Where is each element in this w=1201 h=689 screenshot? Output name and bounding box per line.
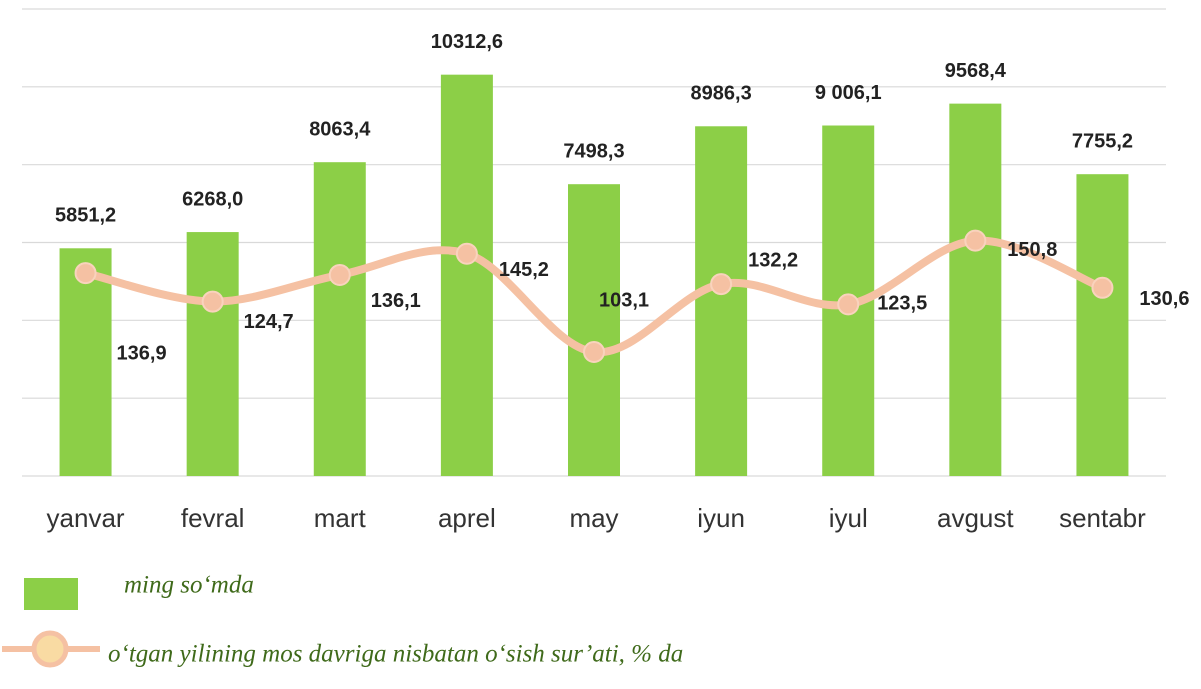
bar: [695, 126, 748, 477]
legend-label: o‘tgan yilining mos davriga nisbatan o‘s…: [108, 641, 683, 668]
x-tick-label: iyul: [829, 503, 868, 533]
bar-value-label: 9 006,1: [815, 82, 882, 104]
bar-value-label: 10312,6: [431, 31, 503, 53]
bar-value-label: 8986,3: [691, 83, 752, 105]
line-point: [710, 273, 733, 296]
line-value-label: 132,2: [748, 249, 798, 271]
x-tick-label: sentabr: [1059, 503, 1146, 533]
line-value-label: 136,1: [371, 290, 421, 312]
x-tick-label: mart: [314, 503, 367, 533]
line-point: [74, 262, 97, 285]
bar: [440, 74, 493, 477]
bar-value-label: 7498,3: [563, 140, 624, 162]
line-value-label: 130,6: [1139, 288, 1189, 310]
x-tick-label: avgust: [937, 503, 1014, 533]
bar-value-label: 8063,4: [309, 118, 371, 140]
x-tick-label: aprel: [438, 503, 496, 533]
bar: [1076, 174, 1129, 476]
line-point: [201, 290, 224, 313]
bar: [949, 103, 1002, 477]
x-tick-label: may: [569, 503, 618, 533]
bar: [313, 162, 366, 477]
line-point: [328, 263, 351, 286]
legend-swatch: [24, 578, 78, 610]
legend-swatch: [31, 630, 69, 668]
bar-value-label: 5851,2: [55, 205, 116, 227]
line-point: [455, 242, 478, 265]
line-value-label: 136,9: [117, 342, 167, 364]
bar-value-label: 9568,4: [945, 60, 1007, 82]
bar: [568, 184, 620, 476]
x-tick-label: yanvar: [47, 503, 125, 533]
bar-value-label: 6268,0: [182, 188, 243, 210]
line-point: [964, 229, 987, 252]
line-point: [1091, 276, 1114, 299]
line-value-label: 145,2: [499, 259, 549, 281]
legend-label: ming so‘mda: [124, 572, 254, 599]
line-value-label: 150,8: [1007, 239, 1057, 261]
bar-value-label: 7755,2: [1072, 130, 1133, 152]
x-tick-label: iyun: [697, 503, 745, 533]
line-value-label: 103,1: [599, 289, 649, 311]
line-point: [583, 341, 605, 364]
line-value-label: 124,7: [244, 311, 294, 333]
bar: [59, 248, 112, 476]
x-tick-label: fevral: [181, 503, 245, 533]
line-value-label: 123,5: [877, 293, 927, 315]
line-point: [837, 293, 860, 316]
bar: [186, 232, 239, 476]
